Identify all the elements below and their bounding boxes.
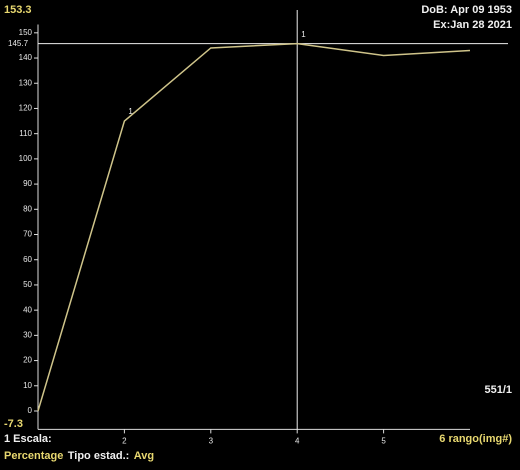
x-tick-label: 3: [209, 437, 214, 446]
stat-label: Tipo estad.:: [68, 450, 130, 462]
y-tick-label: 80: [23, 204, 32, 213]
footer: Percentage Tipo estad.: Avg: [4, 447, 154, 464]
y-tick-label: 30: [23, 330, 32, 339]
stat: Avg: [134, 450, 154, 462]
reference-hline-label: 145.7: [8, 39, 29, 48]
data-line: [37, 42, 471, 412]
dob: DoB: Apr 09 1953: [421, 4, 512, 16]
y-max-label: 153.3: [4, 4, 32, 16]
exam-date: Ex:Jan 28 2021: [433, 19, 512, 31]
x-tick-label: 5: [381, 437, 386, 446]
y-tick-label: 20: [23, 356, 32, 365]
y-tick-label: 90: [23, 179, 32, 188]
point-label: 1: [128, 107, 133, 116]
y-tick-label: 40: [23, 305, 32, 314]
y-tick-label: 100: [19, 154, 33, 163]
y-tick-label: 10: [23, 381, 32, 390]
unit: Percentage: [4, 450, 63, 462]
y-tick-label: 130: [19, 78, 33, 87]
y-tick-label: 140: [19, 53, 33, 62]
y-tick-label: 60: [23, 255, 32, 264]
y-tick-label: 50: [23, 280, 32, 289]
y-min-label: -7.3: [4, 418, 23, 430]
scale: 1 Escala:: [4, 433, 52, 445]
y-tick-label: 150: [19, 28, 33, 37]
y-tick-label: 120: [19, 104, 33, 113]
x-tick-label: 4: [295, 437, 300, 446]
image-id: 551/1: [484, 384, 512, 396]
y-tick-label: 70: [23, 230, 32, 239]
x-tick-label: 2: [122, 437, 127, 446]
point-label: 1: [301, 30, 306, 39]
y-tick-label: 0: [28, 406, 33, 415]
x-axis-label: 6 rango(img#): [439, 433, 512, 445]
y-tick-label: 110: [19, 129, 32, 138]
